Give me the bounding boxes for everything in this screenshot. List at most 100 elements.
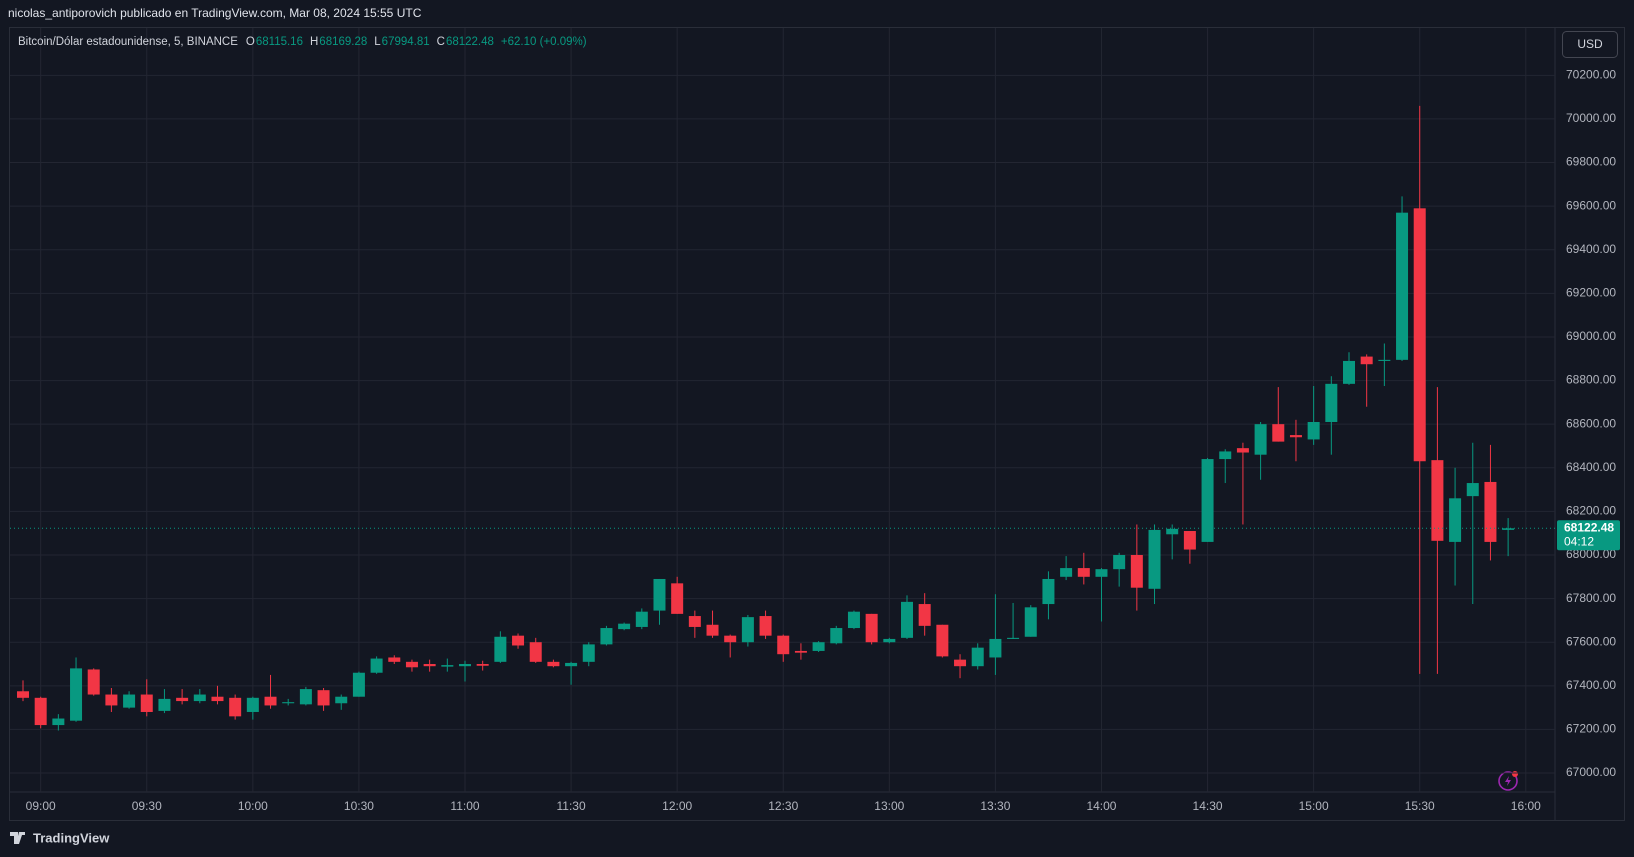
candle-body: [847, 611, 860, 629]
y-tick-label: 70000.00: [1566, 111, 1616, 125]
y-tick-label: 69400.00: [1566, 242, 1616, 256]
footer: TradingView: [33, 830, 110, 845]
y-tick-label: 68200.00: [1566, 504, 1616, 518]
candle-body: [989, 638, 1002, 658]
candle-body: [1201, 459, 1214, 542]
candle-body: [635, 611, 648, 627]
candle-body: [264, 696, 277, 706]
candle-body: [70, 668, 83, 721]
candle-body: [370, 658, 383, 673]
candle-body: [883, 638, 896, 643]
candle-body: [1166, 528, 1179, 535]
candle-body: [741, 617, 754, 643]
currency[interactable]: USD: [1577, 37, 1603, 51]
candle-body: [1095, 569, 1108, 577]
candle-body: [459, 664, 471, 667]
x-tick-label: 16:00: [1511, 799, 1541, 813]
x-tick-label: 10:00: [238, 799, 268, 813]
y-tick-label: 69000.00: [1566, 329, 1616, 343]
candle-body: [140, 694, 153, 712]
candle-body: [954, 659, 967, 667]
candle-body: [246, 697, 259, 712]
candle-body: [653, 578, 666, 611]
last-price: 68122.48: [1564, 520, 1614, 534]
y-tick-label: 67000.00: [1566, 765, 1616, 779]
candle-body: [52, 718, 65, 726]
candle-body: [229, 697, 242, 717]
candle-body: [17, 691, 29, 698]
candle-body: [34, 697, 47, 726]
y-tick-label: 67600.00: [1566, 634, 1616, 648]
x-tick-label: 15:30: [1405, 799, 1435, 813]
candle-body: [1183, 531, 1196, 550]
candle-body: [936, 624, 949, 657]
y-tick-label: 69200.00: [1566, 286, 1616, 300]
candle-body: [1007, 637, 1020, 639]
chart-title: Bitcoin/Dólar estadounidense, 5, BINANCE: [18, 36, 238, 48]
y-tick-label: 69800.00: [1566, 155, 1616, 169]
x-tick-label: 12:30: [768, 799, 798, 813]
candle-body: [1413, 208, 1426, 462]
candle-body: [1307, 421, 1320, 440]
candle-body: [1431, 460, 1444, 541]
candle-body: [87, 669, 100, 695]
x-tick-label: 13:30: [980, 799, 1010, 813]
y-tick-label: 67800.00: [1566, 591, 1616, 605]
x-tick-label: 10:30: [344, 799, 374, 813]
grid: [10, 28, 1555, 792]
candle-body: [1484, 481, 1497, 542]
candle-body: [1396, 212, 1409, 360]
candle-body: [971, 647, 984, 667]
x-tick-label: 11:30: [557, 799, 586, 813]
candle-body: [1254, 424, 1267, 455]
candle-body: [282, 702, 295, 704]
candle-body: [405, 661, 418, 668]
legend-label: H: [310, 36, 318, 48]
legend-value: 68115.16: [256, 36, 303, 48]
y-tick-label: 68000.00: [1566, 547, 1616, 561]
y-tick-label: 68600.00: [1566, 416, 1616, 430]
candle-body: [1360, 356, 1373, 365]
candle-body: [1060, 568, 1073, 577]
candle-body: [794, 650, 807, 653]
candle-body: [441, 665, 454, 667]
x-tick-label: 11:00: [450, 799, 479, 813]
candle-body: [1113, 554, 1126, 570]
candle-body: [547, 661, 560, 667]
header: nicolas_antiporovich publicado en Tradin…: [8, 6, 422, 20]
currency-button[interactable]: [1562, 31, 1618, 58]
x-tick-label: 12:00: [662, 799, 692, 813]
x-tick-label: 09:30: [132, 799, 162, 813]
candle-body: [1042, 578, 1055, 605]
candle-body: [777, 635, 790, 655]
footer-logo: [10, 832, 25, 844]
candle-body: [812, 642, 825, 651]
candle-body: [494, 636, 507, 662]
candle-body: [335, 696, 348, 704]
y-tick-label: 67400.00: [1566, 678, 1616, 692]
candle-body: [1325, 383, 1338, 422]
legend-label: C: [437, 36, 445, 48]
candle-body: [176, 697, 189, 702]
candle-body: [1378, 359, 1391, 361]
candle-body: [158, 698, 171, 711]
candle-body: [352, 672, 365, 697]
chart-border: [9, 27, 1625, 821]
candle-body: [901, 601, 913, 638]
candle-body: [317, 690, 330, 706]
candle-body: [211, 696, 224, 702]
legend-value: 68122.48: [446, 36, 494, 48]
legend-label: O: [246, 36, 255, 48]
candle-body: [1272, 424, 1285, 442]
last-price-tag: [1557, 520, 1620, 551]
candle-body: [1466, 483, 1479, 497]
candle-body: [724, 635, 737, 643]
alert-icon[interactable]: [1498, 771, 1518, 791]
candle-body: [1343, 360, 1355, 384]
y-tick-label: 67200.00: [1566, 722, 1616, 736]
x-tick-label: 13:00: [874, 799, 904, 813]
candle-body: [759, 616, 772, 636]
candle-body: [123, 694, 136, 708]
candle-body: [706, 624, 719, 636]
